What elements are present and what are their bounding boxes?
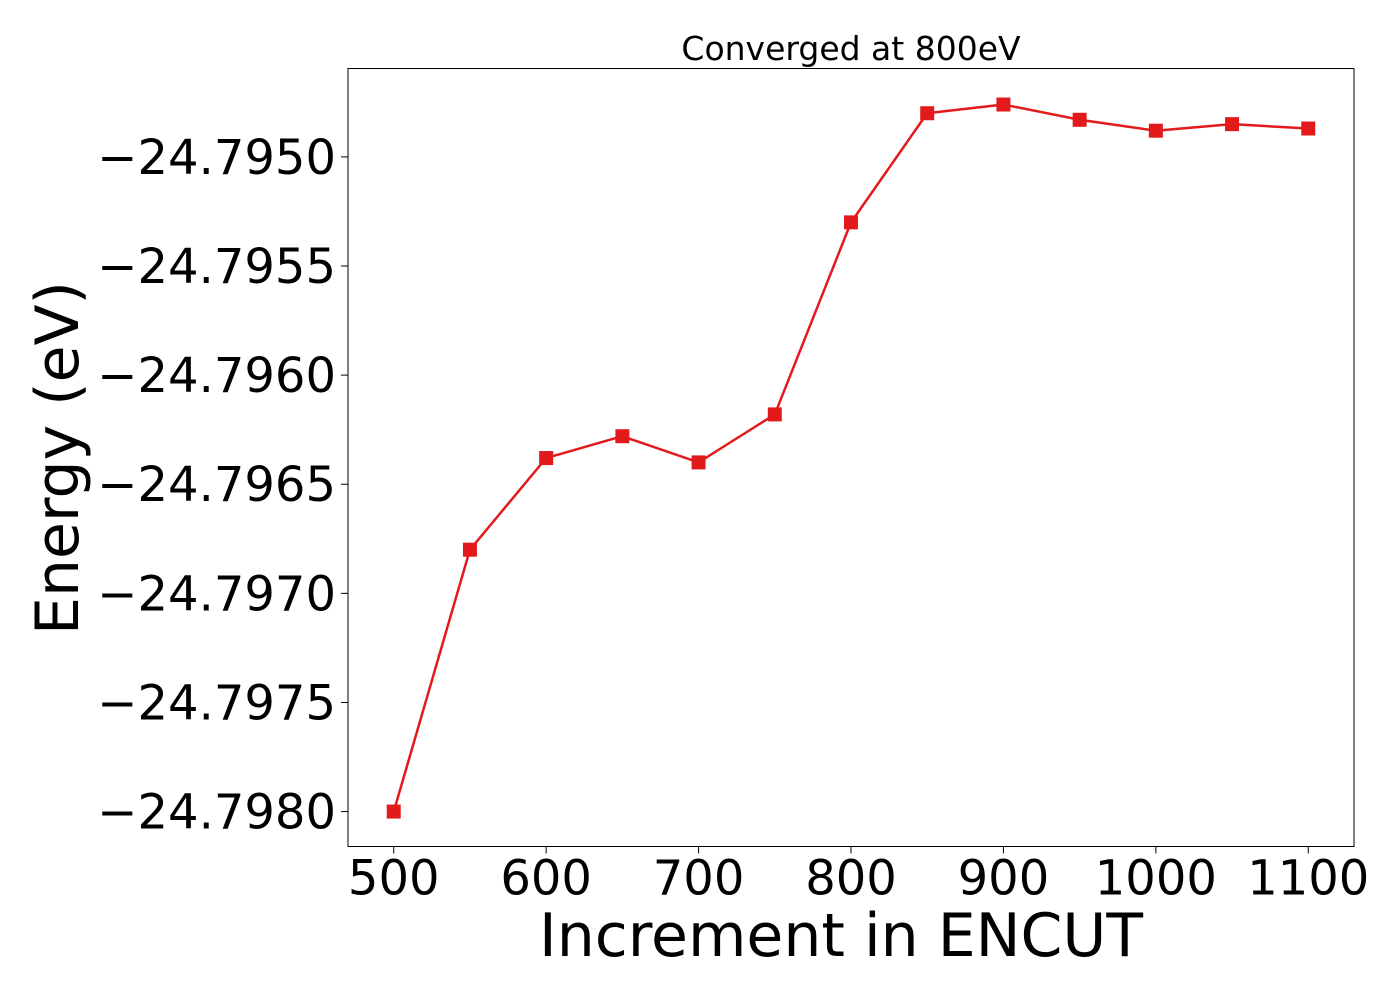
x-tick-label: 1100 <box>1247 851 1369 907</box>
y-axis-ticks: −24.7980 −24.7975 −24.7970 −24.7965 −24.7960… <box>97 130 348 841</box>
x-tick-label: 900 <box>958 851 1050 907</box>
data-point-marker <box>462 542 477 557</box>
data-point-marker <box>1225 117 1240 132</box>
y-tick-label: −24.7965 <box>97 457 336 513</box>
y-tick-label: −24.7975 <box>97 675 336 731</box>
plot-area-frame <box>347 68 1355 847</box>
series-line <box>392 103 1309 812</box>
data-point-marker <box>1148 123 1163 138</box>
y-tick-label: −24.7970 <box>97 566 336 622</box>
data-point-marker <box>1301 121 1316 136</box>
x-tick-label: 500 <box>348 851 440 907</box>
y-tick-label: −24.7955 <box>97 239 336 295</box>
data-point-marker <box>844 215 858 230</box>
x-tick-label: 700 <box>653 851 745 907</box>
data-point-marker <box>1072 112 1087 127</box>
chart-title: Converged at 800eV <box>681 29 1021 68</box>
data-point-marker <box>767 407 782 422</box>
x-tick-label: 600 <box>500 851 592 907</box>
y-axis-label: Energy (eV) <box>23 281 93 635</box>
series-layer <box>386 97 1316 819</box>
data-point-marker <box>691 455 706 470</box>
data-point-marker <box>386 804 401 819</box>
x-tick-label: 800 <box>805 851 897 907</box>
data-point-marker <box>996 97 1011 112</box>
y-tick-label: −24.7980 <box>97 785 336 841</box>
x-axis-ticks: 500 600 700 800 900 1000 1100 <box>348 846 1369 907</box>
y-tick-label: −24.7950 <box>97 130 336 186</box>
data-point-marker <box>920 106 935 121</box>
x-axis-label: Increment in ENCUT <box>539 901 1143 971</box>
y-tick-label: −24.7960 <box>97 348 336 404</box>
data-point-marker <box>615 429 630 444</box>
data-point-marker <box>539 451 554 466</box>
x-tick-label: 1000 <box>1095 851 1217 907</box>
